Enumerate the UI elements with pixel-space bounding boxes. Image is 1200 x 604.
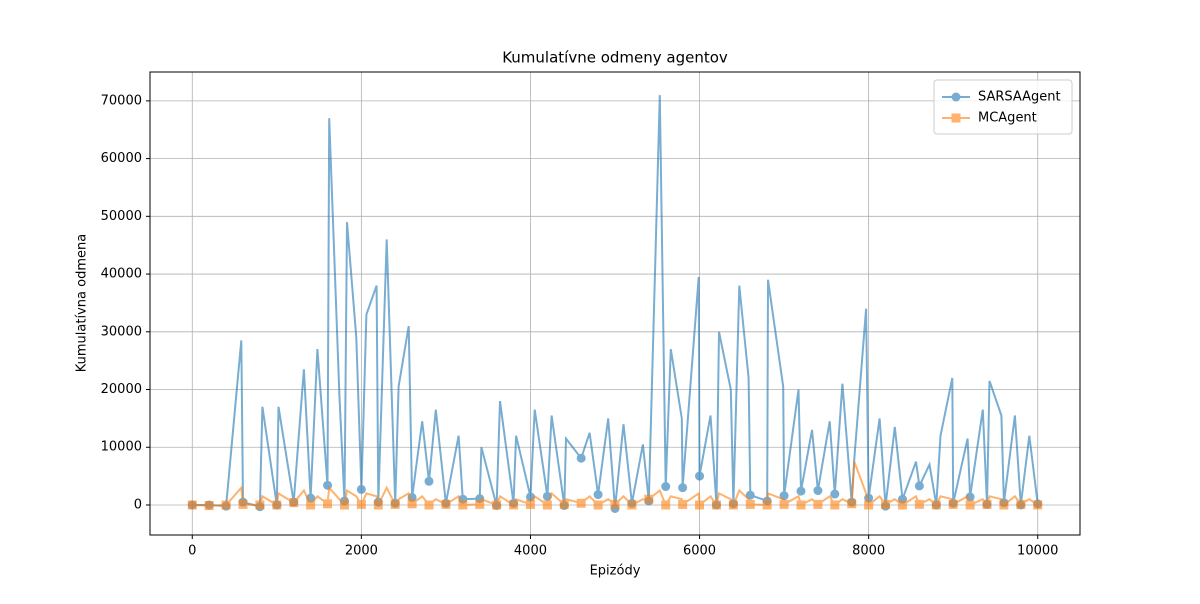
data-marker xyxy=(407,499,417,509)
data-marker xyxy=(458,500,468,510)
x-tick-label: 2000 xyxy=(345,544,378,559)
y-tick-label: 60000 xyxy=(101,151,142,166)
data-marker xyxy=(864,500,874,510)
data-marker xyxy=(745,499,755,509)
y-tick-label: 50000 xyxy=(101,209,142,224)
data-marker xyxy=(965,500,975,510)
y-tick-label: 30000 xyxy=(101,324,142,339)
data-marker xyxy=(272,500,282,510)
legend-item xyxy=(942,92,970,102)
data-marker xyxy=(948,499,958,509)
x-tick-label: 0 xyxy=(188,544,196,559)
data-marker xyxy=(914,499,924,509)
data-line xyxy=(192,95,1039,509)
data-marker xyxy=(492,500,502,510)
data-marker xyxy=(1016,499,1026,509)
data-marker xyxy=(931,500,941,510)
data-marker xyxy=(914,481,924,491)
data-marker xyxy=(576,498,586,508)
data-marker xyxy=(238,499,248,509)
data-marker xyxy=(424,500,434,510)
data-marker xyxy=(525,499,535,509)
data-marker xyxy=(323,499,333,509)
legend-box xyxy=(933,79,1073,135)
data-marker xyxy=(373,500,383,510)
x-tick-label: 8000 xyxy=(852,544,885,559)
data-marker xyxy=(762,500,772,510)
data-marker xyxy=(847,499,857,509)
data-marker xyxy=(255,500,265,510)
data-marker xyxy=(881,499,891,509)
data-marker xyxy=(475,499,485,509)
data-marker xyxy=(695,500,705,510)
legend-marker xyxy=(951,113,961,123)
series xyxy=(187,461,1043,511)
data-marker xyxy=(542,500,552,510)
data-marker xyxy=(509,500,519,510)
data-marker xyxy=(813,499,823,509)
data-marker xyxy=(356,484,366,494)
data-marker xyxy=(728,500,738,510)
data-marker xyxy=(356,499,366,509)
data-marker xyxy=(204,501,214,511)
data-marker xyxy=(678,499,688,509)
data-marker xyxy=(289,498,299,508)
data-marker xyxy=(830,500,840,510)
data-marker xyxy=(999,500,1009,510)
data-marker xyxy=(187,500,197,510)
data-marker xyxy=(897,500,907,510)
x-tick-label: 10000 xyxy=(1017,544,1058,559)
legend-item xyxy=(942,113,970,123)
y-axis-label: Kumulatívna odmena xyxy=(75,234,90,372)
data-marker xyxy=(678,483,688,493)
legend-label: MCAgent xyxy=(978,111,1037,126)
y-tick-label: 0 xyxy=(134,497,142,512)
data-marker xyxy=(424,476,434,486)
data-marker xyxy=(221,500,231,510)
chart-title: Kumulatívne odmeny agentov xyxy=(502,49,728,67)
data-line xyxy=(192,461,1039,509)
data-marker xyxy=(390,499,400,509)
data-marker xyxy=(711,500,721,510)
data-marker xyxy=(627,500,637,510)
data-marker xyxy=(661,482,671,492)
legend-label: SARSAAgent xyxy=(978,90,1061,105)
data-marker xyxy=(813,486,823,496)
data-marker xyxy=(593,500,603,510)
data-marker xyxy=(306,500,316,510)
y-tick-label: 20000 xyxy=(101,382,142,397)
data-marker xyxy=(982,499,992,509)
data-marker xyxy=(830,489,840,499)
data-marker xyxy=(779,499,789,509)
legend-marker xyxy=(951,92,961,102)
data-marker xyxy=(695,471,705,481)
data-marker xyxy=(1033,500,1043,510)
data-marker xyxy=(796,500,806,510)
data-marker xyxy=(576,453,586,463)
data-marker xyxy=(593,490,603,500)
y-tick-label: 10000 xyxy=(101,440,142,455)
y-tick-label: 40000 xyxy=(101,267,142,282)
x-tick-label: 4000 xyxy=(514,544,547,559)
x-tick-label: 6000 xyxy=(683,544,716,559)
x-axis-label: Epizódy xyxy=(590,564,641,579)
plot-frame xyxy=(149,71,1081,536)
data-marker xyxy=(559,499,569,509)
y-tick-label: 70000 xyxy=(101,93,142,108)
data-marker xyxy=(610,499,620,509)
data-marker xyxy=(661,500,671,510)
data-marker xyxy=(441,499,451,509)
data-marker xyxy=(644,494,654,504)
data-marker xyxy=(796,486,806,496)
data-marker xyxy=(339,500,349,510)
